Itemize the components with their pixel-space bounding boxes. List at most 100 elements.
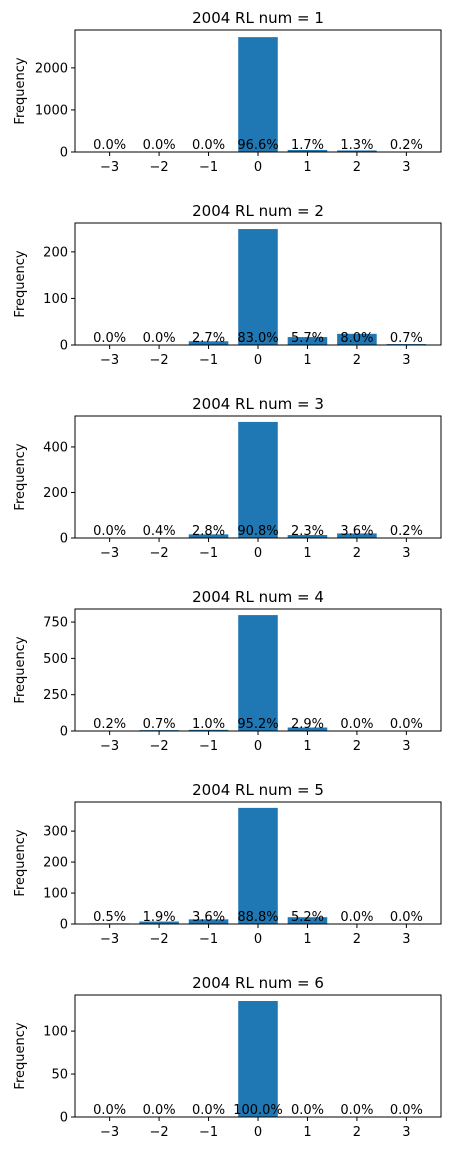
bar-neg2 [139,921,179,924]
x-tick-label: 1 [303,739,311,754]
x-tick-label: 2 [353,160,361,175]
bar-percent-label: 88.8% [237,910,278,925]
y-tick-label: 750 [43,616,68,631]
x-tick-label: 0 [254,546,262,561]
y-axis-label: Frequency [13,1022,28,1089]
x-tick-label: 3 [402,546,410,561]
bar-percent-label: 1.7% [291,138,324,153]
x-tick-label: 3 [402,160,410,175]
y-tick-label: 0 [60,532,68,547]
bar-percent-label: 96.6% [237,138,278,153]
bar-percent-label: 0.0% [143,1103,176,1118]
bar-0 [238,615,278,731]
x-tick-label: 3 [402,353,410,368]
y-tick-label: 100 [43,292,68,307]
bar-1 [287,337,328,345]
bar-percent-label: 0.0% [93,331,126,346]
bar-percent-label: 1.0% [192,717,225,732]
x-tick-label: 2 [353,353,361,368]
bar-percent-label: 0.0% [93,1103,126,1118]
x-tick-label: 1 [303,1125,311,1140]
bar-percent-label: 0.0% [390,910,423,925]
bar-1 [287,917,328,924]
bar-2 [337,533,377,538]
y-tick-label: 500 [43,652,68,667]
x-tick-label: −3 [100,739,119,754]
bar-neg1 [188,341,229,345]
x-tick-label: −3 [100,932,119,947]
bar-percent-label: 8.0% [340,331,373,346]
chart-panel-6: 2004 RL num = 6 Frequency 0.0% 0.0% 0.0% 1 0 0.… [13,974,442,1140]
x-tick-label: 0 [254,932,262,947]
x-tick-label: 2 [353,1125,361,1140]
y-tick-label: 100 [43,887,68,902]
chart-title: 2004 RL num = 1 [192,9,324,27]
chart-panel-3: 2004 RL num = 3 Frequency 0.0% 0.4% 2.8% 90.8… [13,395,442,561]
bar-percent-label: 0.0% [192,138,225,153]
y-tick-label: 0 [60,725,68,740]
bar-percent-label: 3.6% [192,910,225,925]
bar-percent-label: 2.3% [291,524,324,539]
y-tick-label: 0 [60,146,68,161]
bar-percent-label: 0.2% [93,717,126,732]
y-tick-label: 200 [43,486,68,501]
x-tick-label: 0 [254,1125,262,1140]
x-tick-label: 0 [254,353,262,368]
y-tick-label: 200 [43,245,68,260]
chart-title: 2004 RL num = 3 [192,395,324,413]
chart-title: 2004 RL num = 2 [192,202,324,220]
bar-2 [337,333,377,345]
bar-1 [287,535,328,538]
y-tick-label: 100 [43,1025,68,1040]
bar-neg1 [188,919,229,924]
bar-percent-label: 0.0% [93,138,126,153]
bar-percent-label: 0.0% [340,717,373,732]
y-tick-label: 300 [43,825,68,840]
bar-percent-label: 0.0% [143,138,176,153]
bar-percent-label: 0.0% [390,1103,423,1118]
bar-percent-label: 95.2% [237,717,278,732]
bar-percent-label: 0.0% [340,1103,373,1118]
y-axis-label: Frequency [13,250,28,317]
bar-percent-label: 0.0% [340,910,373,925]
x-tick-label: −1 [199,932,218,947]
bar-percent-label: 0.0% [93,524,126,539]
bar-2 [337,150,377,152]
x-tick-label: −2 [149,1125,168,1140]
y-tick-label: 0 [60,918,68,933]
x-tick-label: 2 [353,932,361,947]
bar-1 [287,149,328,152]
bar-percent-label: 0.4% [143,524,176,539]
x-tick-label: −1 [199,160,218,175]
chart-title: 2004 RL num = 6 [192,974,324,992]
bar-percent-label: 1.9% [143,910,176,925]
x-tick-label: −3 [100,160,119,175]
chart-title: 2004 RL num = 5 [192,781,324,799]
x-tick-label: 1 [303,353,311,368]
bar-percent-label: 3.6% [340,524,373,539]
x-tick-label: −2 [149,546,168,561]
bar-percent-label: 2.8% [192,524,225,539]
x-tick-label: 3 [402,739,410,754]
y-tick-label: 1000 [35,103,68,118]
y-axis-label: Frequency [13,57,28,124]
x-tick-label: −2 [149,932,168,947]
x-tick-label: −3 [100,546,119,561]
chart-panel-4: 2004 RL num = 4 Frequency 0.2% 0.7% 1.0% 95.2… [13,588,442,754]
bar-0 [238,807,278,924]
x-tick-label: 1 [303,160,311,175]
bar-percent-label: 5.7% [291,331,324,346]
y-axis-label: Frequency [13,829,28,896]
bar-percent-label: 0.5% [93,910,126,925]
bar-neg1 [188,534,229,538]
x-tick-label: −2 [149,160,168,175]
x-tick-label: −2 [149,353,168,368]
x-tick-label: 3 [402,1125,410,1140]
y-tick-label: 250 [43,688,68,703]
x-tick-label: 0 [254,739,262,754]
x-tick-label: 3 [402,932,410,947]
bar-percent-label: 5.2% [291,910,324,925]
bar-neg1 [188,729,229,731]
chart-panel-1: 2004 RL num = 1 Frequency 0.0% 0.0% 0.0% 96.6… [13,9,442,175]
x-tick-label: −2 [149,739,168,754]
